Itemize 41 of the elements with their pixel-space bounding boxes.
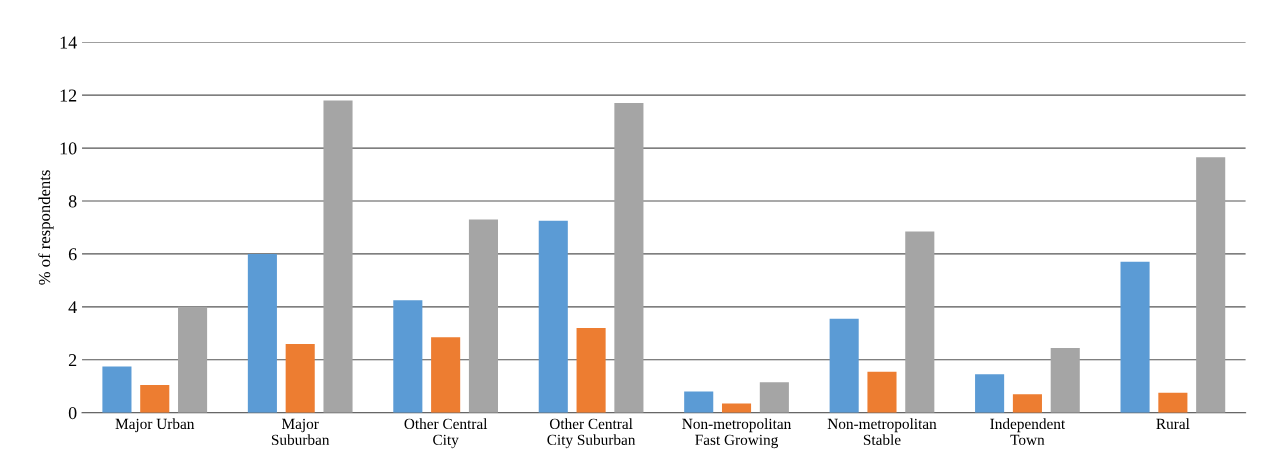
y-tick-label: 4 [68,301,77,314]
bar [829,318,859,413]
bar [1120,261,1150,413]
x-tick-label: Independent Town [990,418,1066,445]
y-tick-label: 6 [68,248,77,261]
bar [867,371,897,413]
y-tick-label: 12 [60,89,77,102]
bar [614,103,644,413]
bar [323,100,353,413]
y-tick-label: 8 [68,195,77,208]
bar [759,382,789,413]
y-tick-label: 2 [68,354,77,367]
y-axis-title: % of respondents [38,170,54,285]
bar [1196,157,1226,413]
bar [178,306,208,413]
x-tick-label: Rural [1156,418,1190,430]
x-tick-label: Other Central City Suburban [547,418,636,449]
y-tick-label: 0 [68,406,77,420]
bar [393,300,423,413]
bar [684,391,714,413]
bar [1158,392,1188,413]
bar [975,374,1005,413]
x-tick-label: Other Central City [404,418,488,449]
bar [1012,394,1042,413]
bar [102,366,132,413]
y-tick-label: 14 [60,36,77,49]
bar [140,384,170,413]
y-tick-label: 10 [60,142,77,155]
bar [576,328,606,413]
bar [285,343,315,413]
bar [247,253,277,413]
x-tick-label: Major Suburban [271,418,330,445]
bar [1050,347,1080,413]
bar [905,231,935,413]
x-tick-label: Major Urban [115,418,195,433]
x-tick-label: Non-metropolitan Fast Growing [682,418,792,449]
bar [468,219,498,413]
bar [538,220,568,413]
bar [431,337,461,413]
bar [721,403,752,413]
x-tick-label: Non-metropolitan Stable [827,418,937,445]
